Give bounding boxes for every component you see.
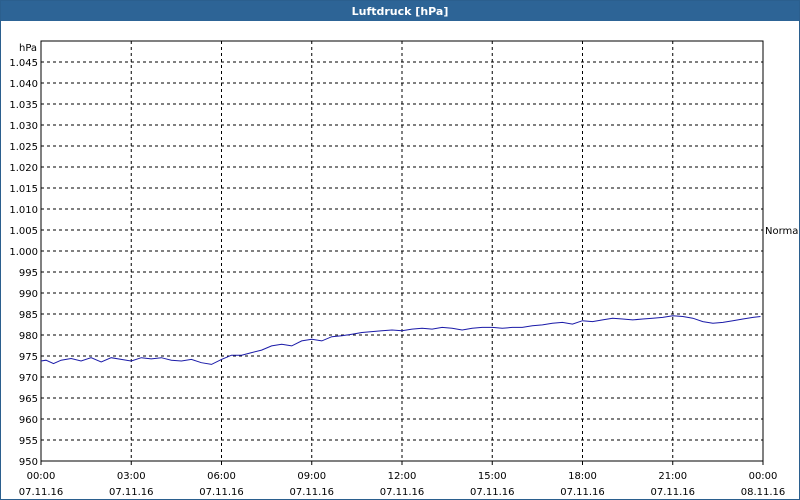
y-tick-label: 1.045: [9, 58, 38, 69]
y-tick-label: 1.005: [9, 226, 38, 237]
x-tick-date-label: 07.11.16: [650, 487, 695, 498]
y-tick-label: 950: [19, 457, 38, 468]
x-tick-time-label: 00:00: [749, 471, 778, 482]
y-tick-label: 960: [19, 415, 38, 426]
reference-line-label: Normal: [765, 226, 799, 237]
y-tick-label: 1.025: [9, 142, 38, 153]
x-tick-date-label: 07.11.16: [380, 487, 425, 498]
y-axis-unit: hPa: [19, 43, 37, 54]
y-tick-label: 980: [19, 331, 38, 342]
x-tick-date-label: 07.11.16: [199, 487, 244, 498]
x-tick-time-label: 09:00: [297, 471, 326, 482]
x-tick-time-label: 06:00: [207, 471, 236, 482]
y-tick-label: 1.015: [9, 184, 38, 195]
x-tick-time-label: 00:00: [27, 471, 56, 482]
chart-title: Luftdruck [hPa]: [1, 1, 799, 21]
y-tick-label: 970: [19, 373, 38, 384]
x-tick-date-label: 07.11.16: [19, 487, 64, 498]
y-axis: hPa 950 955 960 965 970 975 980 985 990 995 1.000 1…: [9, 43, 38, 468]
x-tick-time-label: 18:00: [568, 471, 597, 482]
x-tick-time-label: 12:00: [388, 471, 417, 482]
x-tick-date-label: 07.11.16: [560, 487, 605, 498]
y-tick-label: 1.030: [9, 121, 38, 132]
series-line: [40, 315, 761, 365]
grid-lines: [41, 41, 763, 461]
x-tick-date-label: 07.11.16: [470, 487, 515, 498]
x-tick-date-label: 07.11.16: [109, 487, 154, 498]
x-axis: 00:00 07.11.16 03:00 07.11.16 06:00 07.11.16 0…: [19, 461, 786, 498]
y-tick-label: 965: [19, 394, 38, 405]
x-tick-date-label: 07.11.16: [289, 487, 334, 498]
x-tick-time-label: 15:00: [478, 471, 507, 482]
x-tick-time-label: 03:00: [117, 471, 146, 482]
y-tick-label: 1.040: [9, 79, 38, 90]
y-tick-label: 995: [19, 268, 38, 279]
y-tick-label: 975: [19, 352, 38, 363]
y-tick-label: 990: [19, 289, 38, 300]
y-tick-label: 985: [19, 310, 38, 321]
y-tick-label: 1.010: [9, 205, 38, 216]
y-tick-label: 1.035: [9, 100, 38, 111]
y-tick-label: 1.000: [9, 247, 38, 258]
x-tick-date-label: 08.11.16: [741, 487, 786, 498]
series-group: [40, 315, 761, 365]
y-tick-label: 1.020: [9, 163, 38, 174]
y-tick-label: 955: [19, 436, 38, 447]
x-tick-time-label: 21:00: [658, 471, 687, 482]
